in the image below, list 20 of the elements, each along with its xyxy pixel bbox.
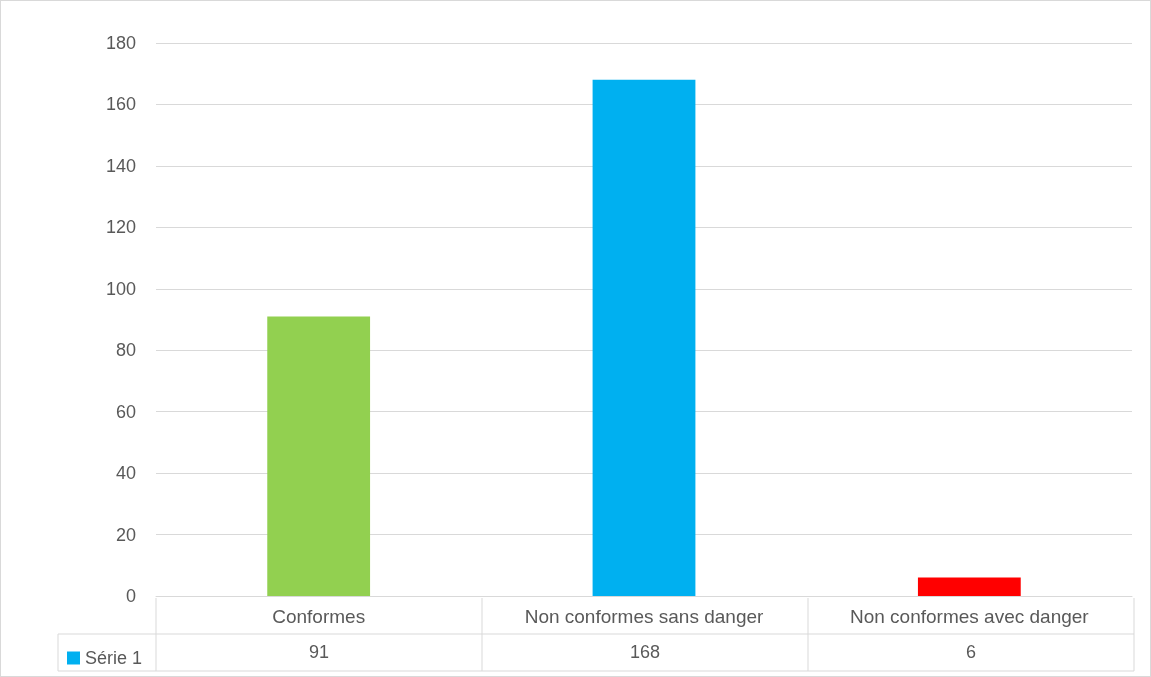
bar [592, 79, 696, 596]
x-tick-label: Non conformes sans danger [524, 606, 765, 627]
bar [267, 316, 371, 596]
y-tick-label: 160 [105, 94, 136, 115]
y-tick-label: 0 [125, 586, 136, 606]
bar [917, 577, 1021, 596]
data-label: 91 [308, 642, 330, 662]
data-label: 6 [965, 642, 977, 662]
y-tick-label: 180 [105, 33, 136, 53]
y-tick-label: 20 [115, 524, 136, 545]
y-tick-label: 60 [115, 401, 136, 422]
data-label: 168 [629, 642, 661, 662]
x-tick-label: Non conformes avec danger [849, 606, 1090, 627]
legend-label: Série 1 [85, 648, 143, 668]
y-tick-label: 100 [105, 278, 136, 299]
y-tick-label: 80 [115, 340, 136, 361]
y-tick-label: 40 [115, 463, 136, 484]
x-tick-label: Conformes [272, 606, 366, 627]
y-tick-label: 140 [105, 155, 136, 176]
y-tick-label: 120 [105, 217, 136, 238]
